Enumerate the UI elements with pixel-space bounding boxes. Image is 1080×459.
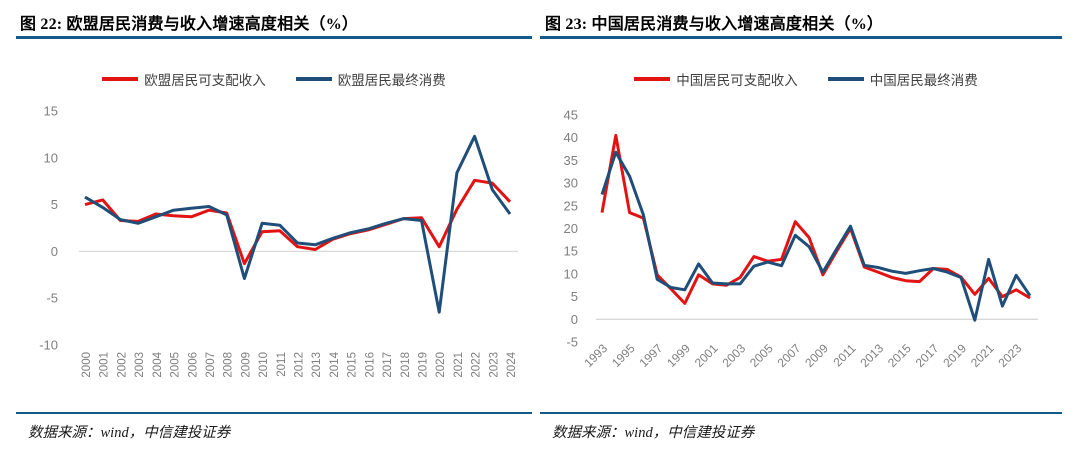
blue-line-swatch [295, 77, 332, 81]
x-axis-tick-label: 2019 [940, 341, 969, 370]
y-axis-tick-label: 10 [44, 150, 58, 165]
x-axis-tick-label: 2023 [488, 352, 500, 378]
x-axis-tick-label: 2011 [830, 341, 858, 369]
legend-item-china-income: 中国居民可支配收入 [634, 69, 798, 89]
footer-rule-china [540, 412, 1062, 414]
y-axis-tick-label: -5 [566, 335, 578, 350]
x-axis-tick-label: 2005 [747, 341, 776, 370]
y-axis-tick-label: 5 [571, 289, 578, 304]
footer-rule-eu [16, 412, 532, 414]
legend-label: 欧盟居民最终消费 [337, 73, 446, 88]
x-axis-tick-label: 2021 [453, 352, 465, 378]
legend-label: 中国居民最终消费 [869, 73, 978, 88]
series-line-1 [600, 150, 1032, 322]
x-axis-tick-label: 2020 [435, 352, 447, 378]
x-axis-tick-label: 2024 [506, 351, 518, 377]
x-axis-tick-label: 2021 [968, 341, 997, 370]
x-axis-tick-label: 2006 [187, 352, 199, 378]
x-axis-tick-label: 2015 [347, 352, 359, 378]
series-line-0 [600, 133, 1031, 305]
x-axis-tick-label: 2003 [719, 341, 748, 370]
y-axis-tick-label: 15 [44, 104, 58, 119]
x-axis-tick-label: 1995 [609, 341, 638, 370]
x-axis-tick-label: 2001 [692, 341, 721, 370]
x-axis-tick-label: 2017 [382, 352, 394, 378]
x-axis-tick-label: 2019 [418, 352, 430, 378]
figure-title-eu: 图 22: 欧盟居民消费与收入增速高度相关（%） [20, 16, 359, 33]
x-axis-tick-label: 1993 [581, 341, 610, 370]
figure-title-china: 图 23: 中国居民消费与收入增速高度相关（%） [545, 16, 884, 33]
y-axis-tick-label: 5 [51, 197, 58, 212]
x-axis-tick-label: 2001 [99, 352, 111, 378]
y-axis-tick-label: 25 [564, 198, 578, 213]
x-axis-tick-label: 2013 [857, 341, 886, 370]
eu-line-chart: 15 10 5 0 -5 -10 2000 2001 2002 2003 2004 2005 2006 2… [39, 104, 518, 378]
x-axis-tick-label: 2015 [885, 341, 914, 370]
y-axis-tick-label: -5 [46, 291, 58, 306]
x-axis-tick-label: 2022 [471, 352, 483, 378]
source-note-china: 数据来源：wind，中信建投证券 [552, 425, 755, 441]
legend-item-eu-income: 欧盟居民可支配收入 [102, 69, 266, 89]
x-axis-tick-label: 2003 [134, 352, 146, 378]
y-axis-tick-label: 30 [564, 176, 578, 191]
x-axis-tick-label: 1999 [664, 341, 693, 370]
legend-item-china-consumption: 中国居民最终消费 [827, 69, 978, 89]
blue-line-swatch [827, 77, 864, 81]
x-axis-tick-label: 2018 [400, 352, 412, 378]
x-axis-tick-label: 2004 [152, 351, 164, 377]
x-axis-tick-label: 2023 [996, 341, 1025, 370]
x-axis-tick-label: 2007 [205, 352, 217, 378]
x-axis-tick-label: 1997 [637, 341, 666, 370]
x-axis-tick-label: 2010 [258, 352, 270, 378]
legend-eu: 欧盟居民可支配收入 欧盟居民最终消费 [26, 69, 522, 89]
x-axis-tick-label: 2017 [913, 341, 942, 370]
x-axis-tick-label: 2016 [364, 352, 376, 378]
x-axis-tick-label: 2013 [311, 352, 323, 378]
x-axis-tick-label: 2007 [775, 341, 804, 370]
y-axis-tick-label: -10 [39, 338, 58, 353]
y-axis-tick-label: 0 [571, 312, 578, 327]
x-axis-tick-label: 2009 [240, 352, 252, 378]
y-axis-tick-label: 20 [564, 221, 578, 236]
x-axis-tick-label: 2002 [116, 352, 128, 378]
legend-item-eu-consumption: 欧盟居民最终消费 [295, 69, 446, 89]
x-axis-tick-label: 2011 [276, 352, 288, 377]
series-line-0 [84, 178, 512, 266]
legend-label: 欧盟居民可支配收入 [144, 73, 266, 88]
y-axis-tick-label: 10 [564, 266, 578, 281]
red-line-swatch [102, 77, 139, 81]
title-underline-eu [16, 36, 532, 39]
title-underline-china [540, 36, 1062, 39]
series-line-1 [84, 134, 512, 314]
legend-china: 中国居民可支配收入 中国居民最终消费 [560, 69, 1052, 89]
red-line-swatch [634, 77, 671, 81]
source-note-eu: 数据来源：wind，中信建投证券 [28, 425, 231, 441]
y-axis-tick-label: 35 [564, 153, 578, 168]
x-axis-tick-label: 2014 [329, 351, 341, 377]
y-axis-tick-label: 0 [51, 244, 58, 259]
x-axis-tick-label: 2009 [802, 341, 831, 370]
y-axis-tick-label: 45 [564, 108, 578, 123]
x-axis-tick-label: 2005 [170, 352, 182, 378]
x-axis-tick-label: 2000 [81, 352, 93, 378]
legend-label: 中国居民可支配收入 [676, 73, 798, 88]
x-axis-tick-label: 2008 [223, 352, 235, 378]
y-axis-tick-label: 15 [564, 244, 578, 259]
y-axis-tick-label: 40 [564, 130, 578, 145]
x-axis-tick-label: 2012 [294, 352, 306, 378]
